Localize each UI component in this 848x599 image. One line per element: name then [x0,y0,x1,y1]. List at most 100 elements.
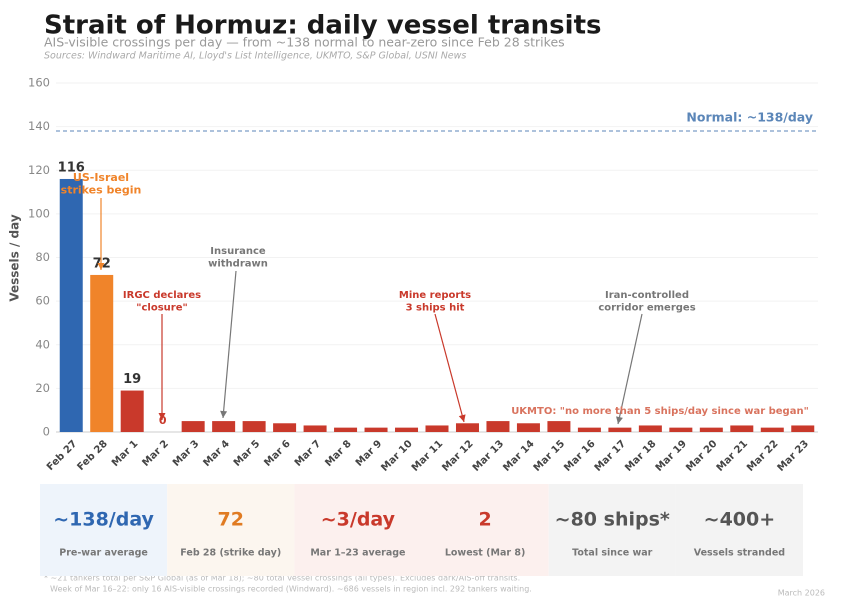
annotation: 3 ships hit [406,303,465,314]
bar [516,423,540,432]
kpi-card [675,484,803,576]
bar [425,425,449,432]
x-tick-label: Mar 3 [171,438,201,468]
arrow-head [158,413,166,420]
kpi-label: Pre-war average [59,548,148,559]
bar [395,427,419,432]
x-tick-label: Mar 11 [410,438,445,473]
y-tick-label: 40 [35,337,50,351]
x-tick-label: Mar 10 [379,438,414,473]
y-axis-label: Vessels / day [8,214,22,302]
kpi-value: 2 [478,509,491,531]
x-tick-label: Mar 1 [110,438,140,468]
annotation: UKMTO: "no more than 5 ships/day since w… [511,406,809,417]
x-tick-label: Mar 17 [593,438,628,473]
bar [455,423,479,432]
kpi-value: ~3/day [321,509,396,531]
y-tick-label: 20 [35,381,50,395]
kpi-value: 72 [218,509,244,531]
x-tick-label: Mar 15 [532,438,567,473]
bar [273,423,297,432]
source: Sources: Windward Maritime AI, Lloyd's L… [44,51,466,62]
kpi-label: Feb 28 (strike day) [180,548,281,559]
arrow-head [616,416,623,424]
annotation: US-Israel [73,171,129,184]
y-tick-label: 160 [28,76,50,90]
x-tick-label: Mar 4 [201,438,231,468]
bar [577,427,601,432]
y-tick-label: 0 [43,425,50,439]
annotation: withdrawn [208,259,268,270]
bar [608,427,632,432]
x-tick-label: Mar 13 [471,438,506,473]
annotation: "closure" [136,303,187,314]
x-tick-label: Mar 2 [140,438,170,468]
x-tick-label: Mar 16 [562,438,597,473]
x-tick-label: Mar 19 [654,438,689,473]
kpi-card [40,484,168,576]
annotation: Insurance [210,246,266,257]
date: March 2026 [778,589,825,598]
bar [242,421,266,432]
kpi-card [294,484,422,576]
annotation: corridor emerges [598,303,695,314]
bar [212,421,236,432]
y-tick-label: 120 [28,163,50,177]
kpi-label: Total since war [572,548,653,559]
x-tick-label: Mar 22 [745,438,780,473]
kpi-value: ~138/day [53,509,154,531]
footnote: * ~21 tankers total per S&P Global (as o… [44,574,520,583]
annotation: Mine reports [399,290,471,301]
bar [547,421,571,432]
x-tick-label: Mar 23 [776,438,811,473]
chart-title: Strait of Hormuz: daily vessel transits [44,11,601,41]
bar [760,427,784,432]
annotation: IRGC declares [123,290,201,301]
kpi-label: Vessels stranded [694,548,785,559]
bar [730,425,754,432]
x-tick-label: Mar 7 [293,438,323,468]
kpi-label: Lowest (Mar 8) [445,548,525,559]
x-tick-label: Mar 21 [715,438,750,473]
bar [638,425,662,432]
bar [486,421,510,432]
x-tick-label: Mar 14 [501,438,536,473]
arrow-head [458,414,466,422]
reference-label: Normal: ~138/day [686,109,813,124]
x-tick-label: Feb 28 [75,438,110,473]
annotation: strikes begin [61,184,142,197]
value-label: 0 [159,414,167,427]
kpi-value: ~80 ships* [555,509,670,531]
bar [181,421,205,432]
arrow-head [97,263,105,270]
subtitle: AIS-visible crossings per day — from ~13… [44,35,565,50]
kpi-label: Mar 1–23 average [310,548,405,559]
bar [334,427,358,432]
bar [90,274,114,432]
x-tick-label: Mar 8 [323,438,353,468]
x-tick-label: Mar 18 [623,438,658,473]
x-tick-label: Mar 20 [684,438,719,473]
value-label: 19 [123,372,141,387]
x-tick-label: Mar 12 [440,438,475,473]
value-label: 116 [58,160,85,175]
kpi-card [167,484,295,576]
bar [699,427,723,432]
bar [303,425,327,432]
y-tick-label: 80 [35,250,50,264]
x-tick-label: Mar 6 [262,438,292,468]
annotation-arrow [617,313,643,425]
kpi-card [548,484,676,576]
kpi-card [421,484,549,576]
y-tick-label: 140 [28,119,50,133]
bar [59,178,83,432]
kpi-value: ~400+ [704,509,776,531]
x-tick-label: Mar 5 [232,438,262,468]
bar [120,390,144,432]
bar [791,425,815,432]
y-tick-label: 60 [35,294,50,308]
footnote: Week of Mar 16–22: only 16 AIS-visible c… [50,585,532,594]
annotation-arrow [434,313,465,423]
annotation: Iran-controlled [605,290,689,301]
